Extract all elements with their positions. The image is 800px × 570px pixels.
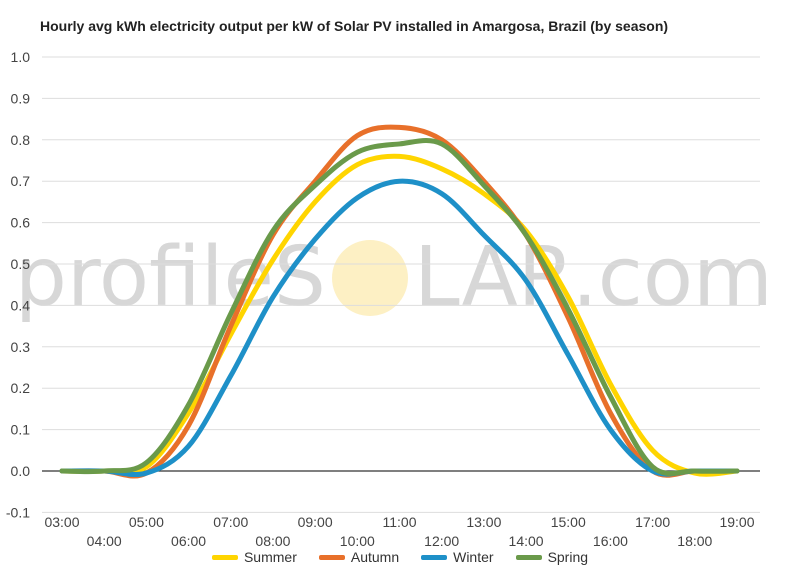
legend-swatch xyxy=(211,554,238,560)
legend-item-summer: Summer xyxy=(211,549,297,565)
series-line-autumn xyxy=(59,124,740,479)
x-tick-label: 03:00 xyxy=(44,514,79,530)
y-tick-label: 0.7 xyxy=(11,173,31,189)
x-tick-label: 17:00 xyxy=(635,514,670,530)
legend-swatch xyxy=(421,554,448,560)
x-tick-label: 10:00 xyxy=(340,533,375,549)
legend-label: Summer xyxy=(243,549,297,565)
x-tick-label: 11:00 xyxy=(383,514,417,530)
x-tick-label: 04:00 xyxy=(87,533,122,549)
x-tick-label: 05:00 xyxy=(129,514,164,530)
y-tick-label: 0.1 xyxy=(11,422,31,438)
series-line-summer xyxy=(59,153,740,477)
x-tick-label: 15:00 xyxy=(551,514,586,530)
x-tick-label: 08:00 xyxy=(255,533,290,549)
x-tick-label: 16:00 xyxy=(593,533,628,549)
watermark-sun-icon xyxy=(332,240,408,316)
legend-swatch xyxy=(318,554,345,560)
watermark-text-right: LAR.com xyxy=(414,230,773,325)
legend-label: Winter xyxy=(453,549,494,565)
y-tick-label: 0.6 xyxy=(11,215,31,231)
x-tick-label: 06:00 xyxy=(171,533,206,549)
y-tick-label: 0.3 xyxy=(11,339,31,355)
series-line-winter xyxy=(59,178,740,478)
x-tick-label: 09:00 xyxy=(298,514,333,530)
legend-label: Spring xyxy=(547,549,589,565)
y-tick-label: 0.9 xyxy=(11,90,31,106)
series-lines xyxy=(59,124,740,479)
legend-item-autumn: Autumn xyxy=(318,549,400,565)
x-tick-label: 19:00 xyxy=(719,514,754,530)
y-tick-label: 1.0 xyxy=(11,49,31,65)
axes: -0.1 0.0 0.1 0.2 0.3 0.4 0.5 0.6 0.7 0.8 0.9 1.0 03:… xyxy=(6,49,755,549)
y-tick-label: 0.4 xyxy=(11,297,31,313)
x-tick-label: 14:00 xyxy=(509,533,544,549)
chart-title: Hourly avg kWh electricity output per kW… xyxy=(40,18,669,34)
watermark: profileS LAR.com xyxy=(15,230,773,325)
x-tick-label: 12:00 xyxy=(424,533,459,549)
watermark-text-left: profileS xyxy=(15,230,326,325)
y-tick-label: 0.0 xyxy=(11,463,31,479)
y-tick-label: 0.8 xyxy=(11,132,31,148)
series-line-spring xyxy=(59,138,740,476)
x-tick-label: 18:00 xyxy=(677,533,712,549)
y-tick-label: -0.1 xyxy=(6,504,30,520)
legend-item-winter: Winter xyxy=(421,549,494,565)
legend-label: Autumn xyxy=(350,549,400,565)
legend-swatch xyxy=(515,554,542,560)
legend-item-spring: Spring xyxy=(515,549,589,565)
x-tick-label: 07:00 xyxy=(213,514,248,530)
legend: Summer Autumn Winter Spring xyxy=(0,549,800,565)
y-tick-label: 0.5 xyxy=(11,256,31,272)
x-tick-label: 13:00 xyxy=(466,514,501,530)
y-tick-label: 0.2 xyxy=(11,380,31,396)
